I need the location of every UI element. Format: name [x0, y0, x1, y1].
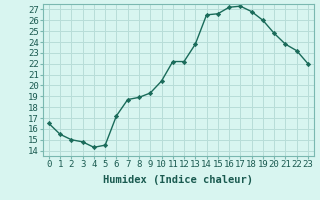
X-axis label: Humidex (Indice chaleur): Humidex (Indice chaleur) [103, 175, 253, 185]
